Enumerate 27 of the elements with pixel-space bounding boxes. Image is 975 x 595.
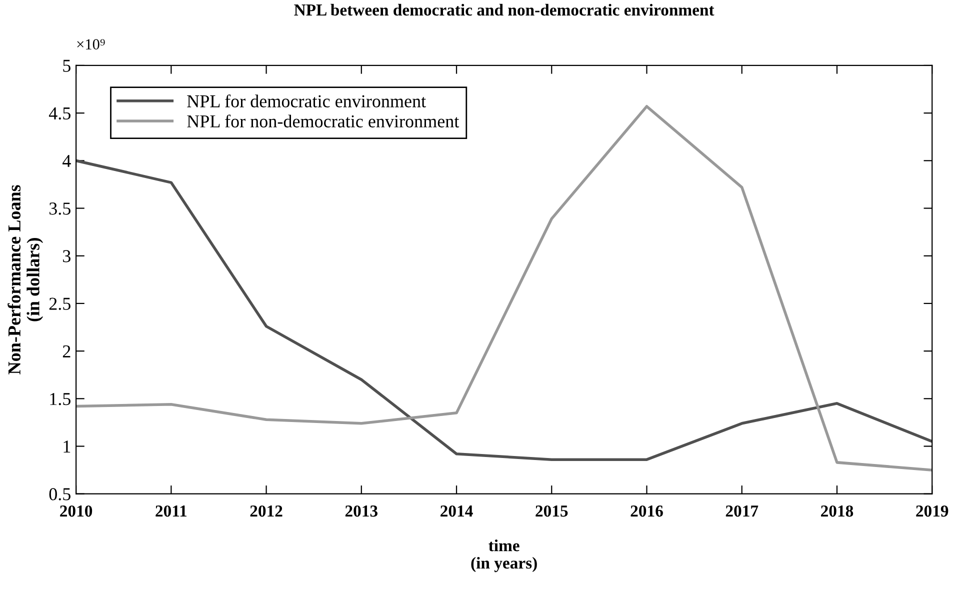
- legend-label: NPL for non-democratic environment: [187, 114, 460, 128]
- x-tick-label: 2015: [536, 505, 568, 517]
- y-tick-label: 4: [62, 155, 71, 167]
- y-axis-title: Non-Performance Loans (in dollars): [8, 185, 44, 374]
- y-tick-label: 4.5: [48, 107, 70, 120]
- y-tick-label: 3.5: [49, 202, 70, 215]
- y-tick-label: 1: [64, 440, 70, 453]
- x-tick-label: 2013: [345, 505, 378, 517]
- y-tick-label: 5: [63, 60, 70, 72]
- x-axis-title: time (in years): [471, 540, 537, 572]
- chart-title: NPL between democratic and non-democratic environment: [294, 4, 714, 16]
- x-tick-label: 2012: [250, 505, 282, 517]
- y-tick-label: 3: [63, 250, 70, 262]
- line-series: [76, 159, 932, 461]
- y-tick-label: 2.5: [49, 298, 70, 310]
- y-tick-label: 2: [62, 345, 70, 358]
- x-tick-label: 2014: [440, 505, 473, 517]
- x-tick-label: 2010: [60, 505, 92, 517]
- y-tick-label: 0.5: [49, 488, 70, 500]
- y-tick-label: 1.5: [50, 392, 70, 406]
- text: ×10⁹: [77, 39, 105, 50]
- x-tick-label: 2019: [916, 505, 948, 517]
- x-tick-label: 2011: [156, 505, 187, 517]
- x-tick-label: 2017: [726, 505, 758, 517]
- legend-label: NPL for democratic environment: [187, 94, 426, 108]
- x-tick-label: 2016: [630, 505, 663, 517]
- x-tick-label: 2018: [821, 505, 854, 517]
